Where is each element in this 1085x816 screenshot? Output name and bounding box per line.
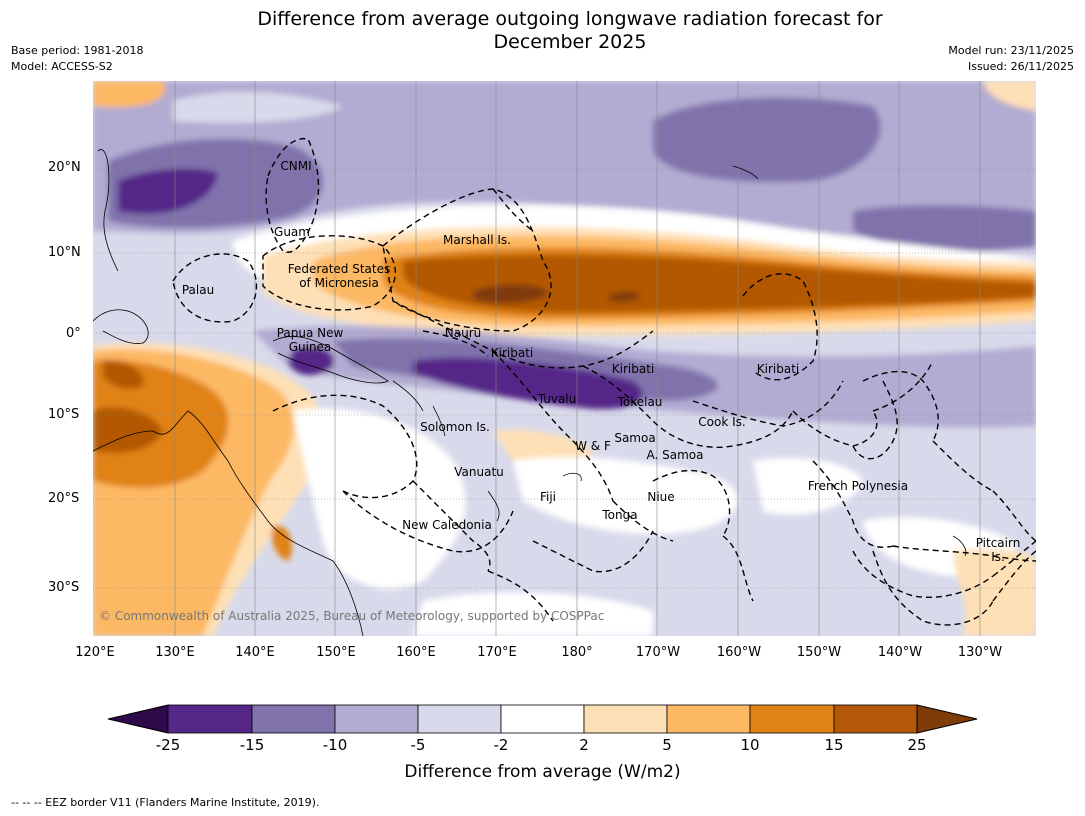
place-new-caledonia: New Caledonia bbox=[402, 518, 492, 532]
coastlines bbox=[93, 149, 967, 636]
place-tonga: Tonga bbox=[602, 508, 638, 522]
place-guam: Guam bbox=[274, 225, 310, 239]
colorbar-swatch-1 bbox=[167, 704, 253, 734]
place-cook: Cook Is. bbox=[698, 415, 746, 429]
issued-date: Issued: 26/11/2025 bbox=[967, 60, 1074, 73]
colorbar-swatch-5 bbox=[500, 704, 585, 734]
lon-label-160e: 160°E bbox=[396, 645, 436, 660]
place-samoa: Samoa bbox=[614, 431, 656, 445]
colorbar-label: Difference from average (W/m2) bbox=[404, 762, 681, 782]
place-png-line-1: Papua New bbox=[276, 326, 344, 340]
place-kiribati-west: Kiribati bbox=[490, 346, 534, 360]
lat-label-0: 0° bbox=[66, 326, 81, 341]
colorbar-under-triangle bbox=[107, 704, 169, 734]
title-line-2: December 2025 bbox=[493, 31, 647, 53]
place-wallis-futuna: W & F bbox=[575, 439, 611, 453]
place-marshall: Marshall Is. bbox=[443, 233, 511, 247]
lon-label-170e: 170°E bbox=[477, 645, 517, 660]
place-pitcairn-line-2: Is. bbox=[991, 550, 1005, 564]
colorbar-tick-6: 2 bbox=[579, 736, 589, 754]
model-name: Model: ACCESS-S2 bbox=[11, 60, 113, 73]
place-fsm-line-2: of Micronesia bbox=[299, 276, 379, 290]
base-period: Base period: 1981-2018 bbox=[11, 44, 144, 57]
lon-label-120e: 120°E bbox=[75, 645, 115, 660]
place-pitcairn: Pitcairn Is. bbox=[976, 536, 1021, 564]
lon-label-170w: 170°W bbox=[635, 645, 681, 660]
lon-label-130w: 130°W bbox=[957, 645, 1003, 660]
lon-label-150e: 150°E bbox=[316, 645, 356, 660]
place-kiribati-east: Kiribati bbox=[756, 362, 800, 376]
place-cnmi: CNMI bbox=[280, 159, 312, 173]
colorbar-swatch-3 bbox=[334, 704, 419, 734]
colorbar-over-triangle bbox=[916, 704, 978, 734]
colorbar-tick-8: 10 bbox=[740, 736, 760, 754]
chart-title: Difference from average outgoing longwav… bbox=[0, 8, 1085, 54]
place-fsm: Federated States of Micronesia bbox=[288, 262, 390, 290]
place-kiribati-central: Kiribati bbox=[611, 362, 655, 376]
map-panel bbox=[93, 81, 1036, 636]
place-niue: Niue bbox=[647, 490, 675, 504]
colorbar-tick-7: 5 bbox=[662, 736, 672, 754]
lon-label-140e: 140°E bbox=[235, 645, 275, 660]
colorbar bbox=[107, 704, 978, 734]
colorbar-swatch-8 bbox=[749, 704, 835, 734]
colorbar-tick-9: 15 bbox=[824, 736, 844, 754]
eez-legend-note: -- -- -- EEZ border V11 (Flanders Marine… bbox=[11, 796, 320, 809]
eez-boundaries bbox=[172, 138, 1036, 626]
place-fiji: Fiji bbox=[539, 490, 557, 504]
map-gridlines bbox=[93, 81, 1036, 636]
meta-left: Base period: 1981-2018 Model: ACCESS-S2 bbox=[11, 43, 143, 75]
lat-label-10n: 10°N bbox=[48, 245, 81, 260]
copyright-notice: © Commonwealth of Australia 2025, Bureau… bbox=[99, 609, 605, 623]
anomaly-field bbox=[93, 81, 1036, 636]
lon-label-150w: 150°W bbox=[796, 645, 842, 660]
model-run: Model run: 23/11/2025 bbox=[948, 44, 1074, 57]
colorbar-tick-1: -25 bbox=[155, 736, 181, 754]
place-vanuatu: Vanuatu bbox=[454, 465, 504, 479]
lat-label-10s: 10°S bbox=[48, 407, 80, 422]
lat-label-30s: 30°S bbox=[48, 580, 80, 595]
colorbar-tick-3: -10 bbox=[322, 736, 348, 754]
colorbar-tick-10: 25 bbox=[907, 736, 927, 754]
place-nauru: Nauru bbox=[444, 326, 482, 340]
place-png-line-2: Guinea bbox=[288, 340, 332, 354]
colorbar-swatch-7 bbox=[666, 704, 751, 734]
place-fsm-line-1: Federated States bbox=[287, 262, 391, 276]
colorbar-swatch-9 bbox=[833, 704, 918, 734]
place-tuvalu: Tuvalu bbox=[537, 392, 577, 406]
colorbar-tick-5: -2 bbox=[493, 736, 509, 754]
place-tokelau: Tokelau bbox=[617, 395, 663, 409]
map-svg bbox=[93, 81, 1036, 636]
place-french-polynesia: French Polynesia bbox=[807, 479, 909, 493]
lat-label-20n: 20°N bbox=[48, 160, 81, 175]
title-line-1: Difference from average outgoing longwav… bbox=[257, 8, 883, 30]
lon-label-140w: 140°W bbox=[877, 645, 923, 660]
meta-right: Model run: 23/11/2025 Issued: 26/11/2025 bbox=[948, 43, 1074, 75]
colorbar-tick-2: -15 bbox=[239, 736, 265, 754]
lon-label-180: 180° bbox=[561, 645, 593, 660]
colorbar-tick-4: -5 bbox=[410, 736, 426, 754]
lon-label-160w: 160°W bbox=[716, 645, 762, 660]
place-american-samoa: A. Samoa bbox=[646, 448, 704, 462]
colorbar-swatch-6 bbox=[583, 704, 668, 734]
place-png: Papua New Guinea bbox=[277, 326, 344, 354]
lon-label-130e: 130°E bbox=[155, 645, 195, 660]
place-solomon: Solomon Is. bbox=[420, 420, 490, 434]
place-palau: Palau bbox=[181, 283, 215, 297]
place-pitcairn-line-1: Pitcairn bbox=[975, 536, 1021, 550]
colorbar-swatch-4 bbox=[417, 704, 502, 734]
colorbar-swatch-2 bbox=[251, 704, 336, 734]
lat-label-20s: 20°S bbox=[48, 491, 80, 506]
